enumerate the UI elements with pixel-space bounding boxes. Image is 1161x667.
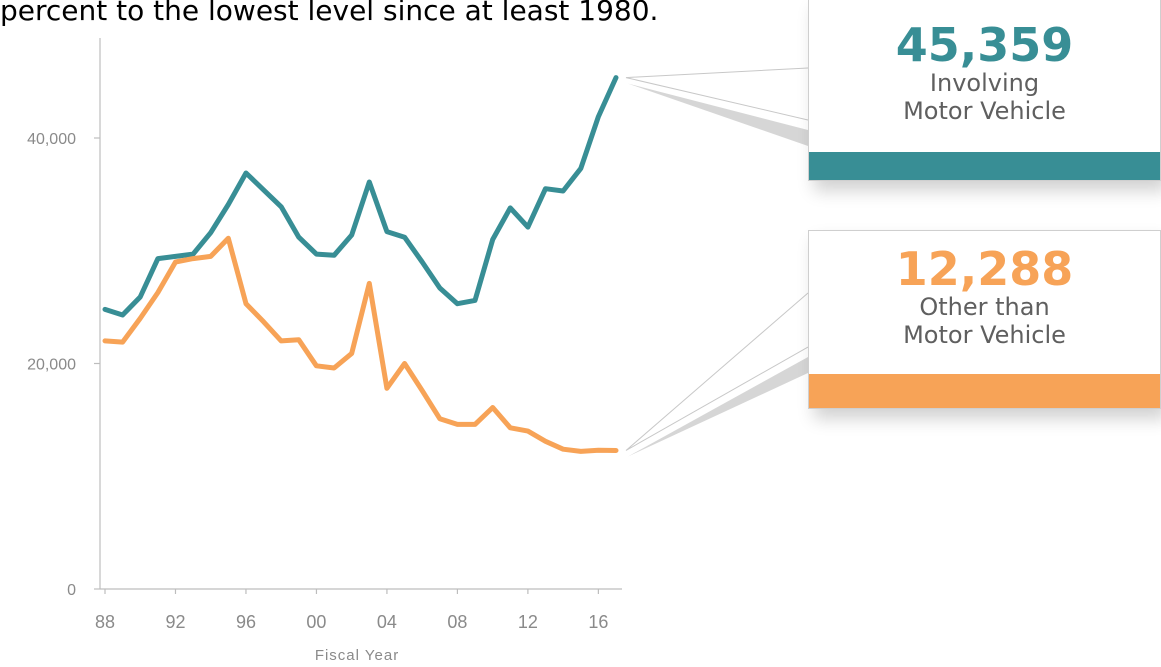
heading-text: percent to the lowest level since at lea… xyxy=(0,0,659,27)
callout-motor-line1: Involving xyxy=(929,69,1040,97)
leader-shadow-motor xyxy=(628,83,808,146)
leader-line-motor xyxy=(625,67,808,121)
leader-line-other xyxy=(625,292,808,451)
y-tick-label: 20,000 xyxy=(27,357,76,374)
callout-motor-value: 45,359 xyxy=(895,18,1074,72)
x-tick-label: 92 xyxy=(165,612,185,632)
callout-other-line1: Other than xyxy=(919,293,1050,321)
x-tick-label: 12 xyxy=(518,612,538,632)
line-chart: 0 20,000 40,000 88 92 96 00 04 08 12 16 Fiscal Yea… xyxy=(27,38,808,664)
callout-other-color-bar xyxy=(809,374,1160,408)
x-tick-label: 16 xyxy=(588,612,608,632)
x-tick-label: 88 xyxy=(95,612,115,632)
y-tick-label: 0 xyxy=(67,582,76,599)
callout-motor-line2: Motor Vehicle xyxy=(903,97,1066,125)
leader-shadow-other xyxy=(628,357,808,457)
callout-other-line2: Motor Vehicle xyxy=(903,321,1066,349)
chart-series xyxy=(102,75,619,454)
x-tick-label: 04 xyxy=(377,612,397,632)
chart-axes: 0 20,000 40,000 88 92 96 00 04 08 12 16 xyxy=(27,38,622,632)
callout-motor-vehicle: 45,359 Involving Motor Vehicle xyxy=(808,0,1161,181)
x-tick-label: 08 xyxy=(447,612,467,632)
callout-other-vehicle: 12,288 Other than Motor Vehicle xyxy=(808,230,1161,409)
x-axis-title: Fiscal Year xyxy=(315,647,399,664)
x-tick-label: 00 xyxy=(306,612,326,632)
x-tick-label: 96 xyxy=(236,612,256,632)
y-tick-label: 40,000 xyxy=(27,131,76,148)
callout-motor-color-bar xyxy=(809,152,1160,180)
callout-leaders xyxy=(625,67,808,457)
series-line-motor xyxy=(102,75,619,318)
series-line-other xyxy=(102,235,619,454)
callout-other-value: 12,288 xyxy=(895,242,1074,296)
